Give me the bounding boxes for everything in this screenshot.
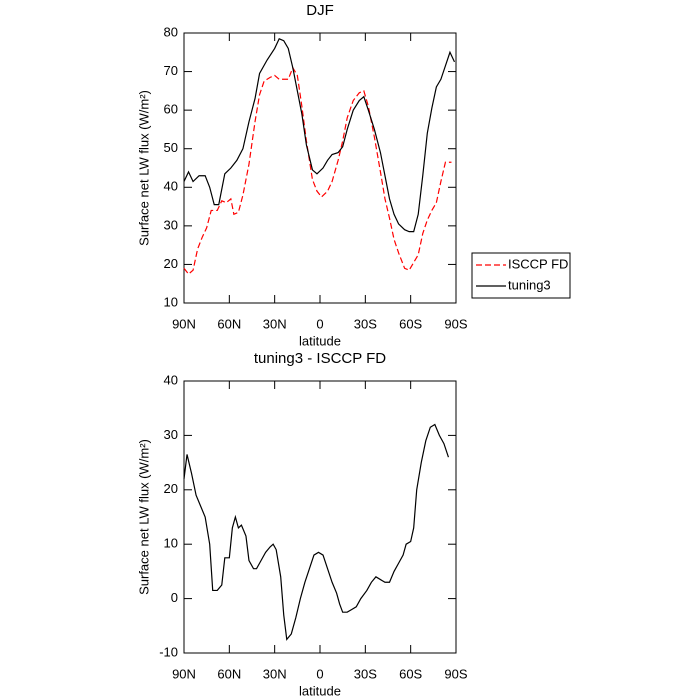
x-tick-label: 60N [217, 316, 241, 331]
x-tick-label: 30N [263, 316, 287, 331]
x-tick-label: 60S [399, 316, 422, 331]
x-axis-label: latitude [299, 333, 341, 348]
y-tick-label: 20 [164, 481, 178, 496]
legend-box [471, 252, 571, 299]
legend-label: ISCCP FD [508, 256, 568, 271]
x-tick-label: 90N [172, 316, 196, 331]
y-tick-label: 0 [171, 590, 178, 605]
y-tick-label: 10 [164, 294, 178, 309]
x-tick-label: 90N [172, 666, 196, 681]
chart-title: DJF [306, 2, 334, 19]
y-tick-label: -10 [159, 644, 178, 659]
y-tick-label: 30 [164, 217, 178, 232]
y-tick-label: 40 [164, 372, 178, 387]
y-tick-label: 10 [164, 536, 178, 551]
data-line [183, 38, 456, 233]
legend-label: tuning3 [508, 277, 551, 292]
y-tick-label: 50 [164, 140, 178, 155]
data-line [183, 423, 450, 641]
y-tick-label: 60 [164, 102, 178, 117]
plot-frame [183, 380, 457, 654]
y-tick-label: 30 [164, 427, 178, 442]
x-axis-label: latitude [299, 683, 341, 698]
x-tick-label: 30N [263, 666, 287, 681]
x-tick-label: 0 [316, 666, 323, 681]
y-axis-label: Surface net LW flux (W/m²) [136, 439, 151, 595]
y-tick-label: 20 [164, 256, 178, 271]
y-axis-label: Surface net LW flux (W/m²) [136, 90, 151, 246]
x-tick-label: 60S [399, 666, 422, 681]
x-tick-label: 30S [354, 666, 377, 681]
x-tick-label: 0 [316, 316, 323, 331]
data-line [183, 66, 452, 275]
chart-title: tuning3 - ISCCP FD [254, 350, 386, 367]
y-tick-label: 80 [164, 24, 178, 39]
y-tick-label: 40 [164, 179, 178, 194]
x-tick-label: 90S [444, 666, 467, 681]
x-tick-label: 60N [217, 666, 241, 681]
x-tick-label: 90S [444, 316, 467, 331]
plot-frame [183, 32, 457, 304]
y-tick-label: 70 [164, 63, 178, 78]
x-tick-label: 30S [354, 316, 377, 331]
